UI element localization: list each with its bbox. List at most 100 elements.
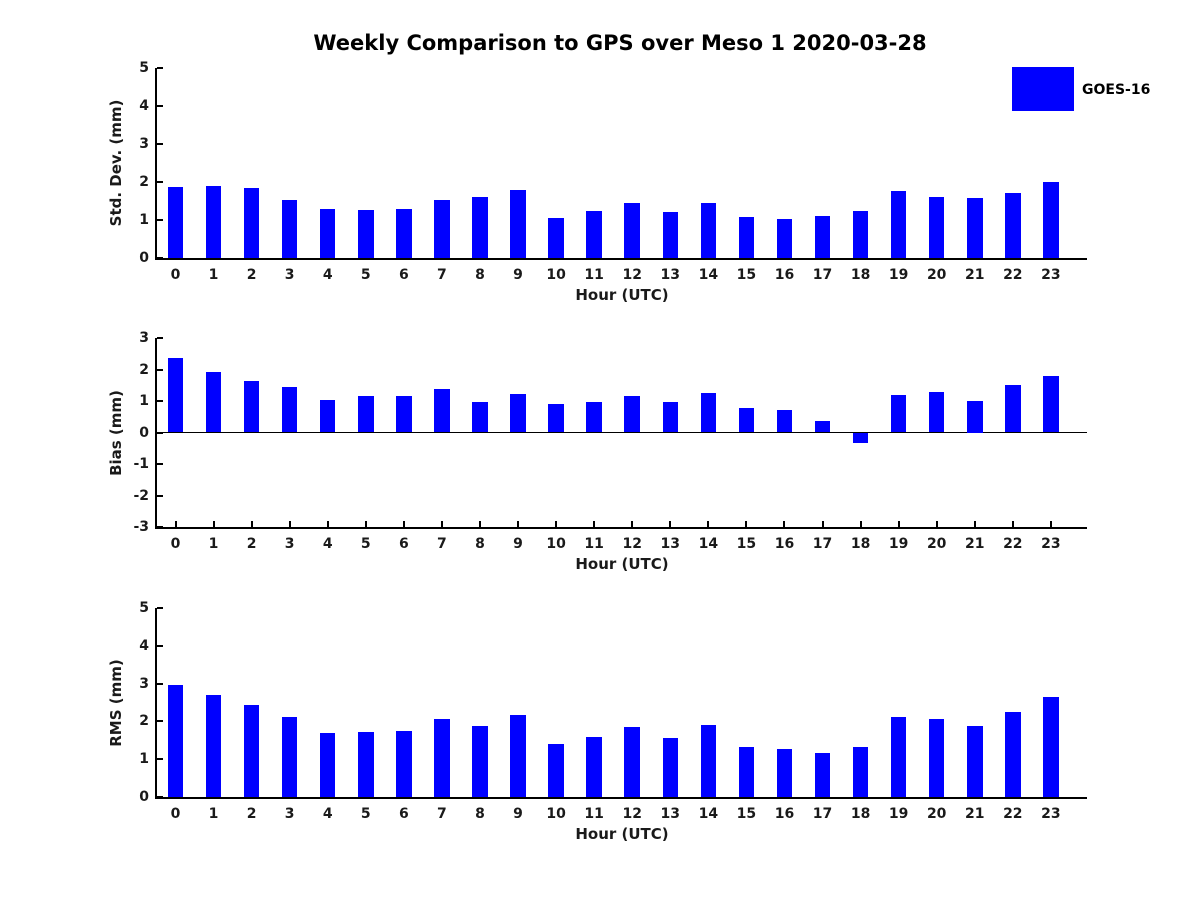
x-tick-label: 13 (660, 806, 681, 822)
legend-swatch-goes16 (1012, 67, 1074, 111)
bar-hour-20 (928, 719, 945, 797)
y-tick-label: 0 (139, 424, 149, 441)
bar-hour-10 (548, 217, 564, 258)
y-tick-mark (157, 463, 163, 465)
y-tick-mark (157, 67, 163, 69)
y-tick-mark (157, 337, 163, 339)
y-axis-label: Bias (mm) (107, 389, 125, 476)
x-tick-label: 20 (926, 267, 947, 283)
bar-hour-13 (662, 211, 679, 258)
bar-hour-4 (319, 733, 336, 797)
y-tick-mark (157, 494, 163, 497)
x-tick-label: 14 (698, 267, 719, 283)
bar-hour-13 (662, 401, 679, 433)
bar-hour-14 (700, 392, 717, 433)
y-tick-mark (157, 105, 163, 107)
x-tick-label: 0 (170, 806, 181, 822)
x-tick-label: 0 (170, 536, 181, 552)
x-tick-label: 1 (208, 267, 219, 283)
x-tick-label: 7 (437, 806, 447, 822)
bar-hour-11 (586, 210, 602, 258)
x-tick-label: 9 (513, 267, 523, 283)
x-tick-label: 19 (888, 267, 909, 283)
y-tick-label: 3 (139, 330, 149, 346)
x-tick-label: 10 (546, 806, 566, 822)
x-tick-label: 3 (284, 267, 295, 283)
x-tick-mark (897, 521, 900, 527)
x-tick-label: 13 (660, 267, 681, 283)
x-tick-label: 18 (850, 806, 871, 822)
bar-hour-17 (814, 752, 831, 797)
figure-title: Weekly Comparison to GPS over Meso 1 202… (313, 31, 927, 55)
bar-hour-16 (776, 748, 793, 797)
y-tick-label: 5 (139, 600, 149, 616)
x-tick-label: 12 (622, 536, 642, 552)
bar-hour-9 (510, 714, 526, 797)
y-tick-mark (157, 607, 163, 609)
x-tick-label: 6 (398, 806, 409, 822)
x-tick-mark (517, 521, 520, 527)
x-tick-label: 14 (698, 806, 719, 822)
x-tick-mark (288, 521, 291, 527)
y-tick-label: 3 (139, 136, 149, 152)
x-tick-label: 1 (208, 806, 219, 822)
x-tick-mark (364, 521, 367, 527)
x-tick-label: 8 (475, 267, 485, 283)
bar-hour-1 (205, 371, 222, 433)
x-tick-mark (593, 521, 596, 527)
y-tick-mark (157, 368, 163, 371)
x-tick-label: 8 (475, 536, 485, 552)
bar-hour-22 (1005, 711, 1021, 797)
x-tick-label: 11 (584, 806, 604, 822)
bar-hour-20 (928, 391, 945, 433)
x-tick-label: 20 (926, 806, 947, 822)
bar-hour-21 (967, 401, 983, 433)
y-tick-label: 0 (139, 789, 149, 805)
bar-hour-4 (319, 400, 336, 433)
y-tick-label: 4 (139, 98, 149, 114)
x-tick-label: 6 (398, 267, 409, 283)
bar-hour-8 (472, 725, 488, 797)
bar-hour-2 (243, 188, 260, 258)
bar-hour-17 (814, 216, 831, 258)
x-tick-label: 21 (965, 536, 985, 552)
x-tick-label: 19 (888, 536, 909, 552)
y-tick-label: 1 (139, 751, 149, 768)
bar-hour-2 (243, 704, 260, 797)
bar-hour-8 (472, 197, 488, 258)
x-tick-label: 20 (926, 536, 947, 552)
x-tick-mark (821, 521, 824, 527)
x-tick-mark (783, 521, 786, 527)
y-tick-label: -2 (133, 487, 149, 504)
y-tick-label: 5 (139, 60, 149, 76)
x-axis-spine (155, 797, 1087, 799)
x-axis-label: Hour (UTC) (575, 825, 669, 843)
x-tick-label: 12 (622, 267, 642, 283)
y-tick-label: 3 (139, 675, 149, 692)
y-axis-label: Std. Dev. (mm) (107, 99, 125, 227)
x-tick-label: 15 (736, 806, 757, 822)
x-axis-label: Hour (UTC) (575, 286, 669, 304)
y-tick-mark (157, 219, 163, 221)
y-tick-mark (157, 400, 163, 402)
x-tick-label: 2 (246, 536, 257, 552)
x-tick-mark (669, 521, 672, 527)
bar-hour-19 (890, 191, 907, 258)
bar-hour-3 (281, 717, 298, 797)
x-tick-label: 4 (322, 806, 333, 822)
bar-hour-5 (358, 210, 374, 258)
x-tick-label: 17 (812, 806, 833, 822)
bar-hour-1 (205, 186, 222, 258)
y-tick-label: 0 (139, 250, 149, 266)
x-tick-mark (478, 521, 481, 527)
bar-hour-6 (396, 209, 412, 258)
bar-hour-0 (167, 358, 184, 433)
y-tick-mark (157, 181, 163, 183)
x-tick-mark (555, 521, 558, 527)
bar-hour-23 (1043, 697, 1059, 797)
bar-hour-12 (624, 395, 640, 433)
x-tick-label: 18 (850, 267, 871, 283)
x-tick-label: 16 (774, 267, 795, 283)
x-tick-label: 8 (475, 806, 485, 822)
bar-hour-10 (548, 743, 564, 797)
